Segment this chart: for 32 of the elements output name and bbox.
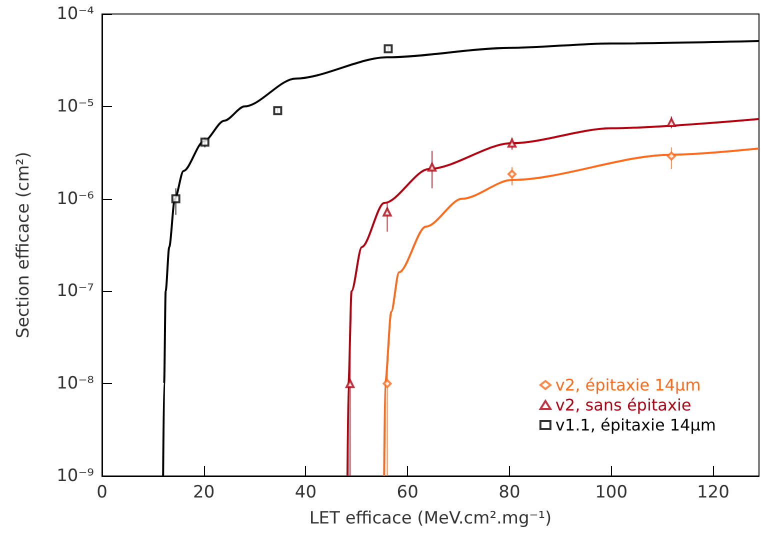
point	[200, 138, 210, 147]
y-tick-label: 10⁻⁷	[56, 281, 94, 302]
x-tick-label: 120	[696, 482, 730, 502]
y-tick-label: 10⁻⁶	[56, 188, 94, 209]
point	[273, 106, 282, 116]
x-tick-label: 60	[396, 482, 418, 502]
legend-label: v2, épitaxie 14μm	[555, 376, 701, 394]
point	[666, 152, 676, 161]
x-tick-label: 80	[498, 482, 520, 502]
point	[666, 118, 676, 127]
point	[507, 170, 516, 179]
x-tick-label: 40	[294, 482, 317, 502]
point	[384, 44, 393, 54]
point	[382, 207, 392, 216]
x-tick-label: 20	[193, 482, 215, 502]
y-tick-label: 10⁻⁵	[56, 96, 94, 116]
y-tick-label: 10⁻⁹	[56, 466, 94, 486]
point	[171, 194, 180, 204]
line-series	[383, 148, 760, 477]
legend-label: v1.1, épitaxie 14μm	[555, 416, 716, 434]
y-axis-title: Section efficace (cm²)	[14, 152, 34, 338]
line-series	[346, 118, 760, 477]
legend-label: v2, sans épitaxie	[555, 396, 692, 414]
point	[428, 162, 437, 172]
y-tick-label: 10⁻⁸	[56, 374, 94, 394]
x-tick-label: 100	[595, 482, 628, 502]
x-tick-label: 0	[96, 482, 108, 502]
y-tick-label: 10⁻⁴	[56, 4, 94, 24]
point	[507, 138, 516, 148]
point	[346, 379, 355, 388]
x-axis-title: LET efficace (MeV.cm².mg⁻¹)	[309, 508, 552, 528]
point	[382, 379, 392, 388]
